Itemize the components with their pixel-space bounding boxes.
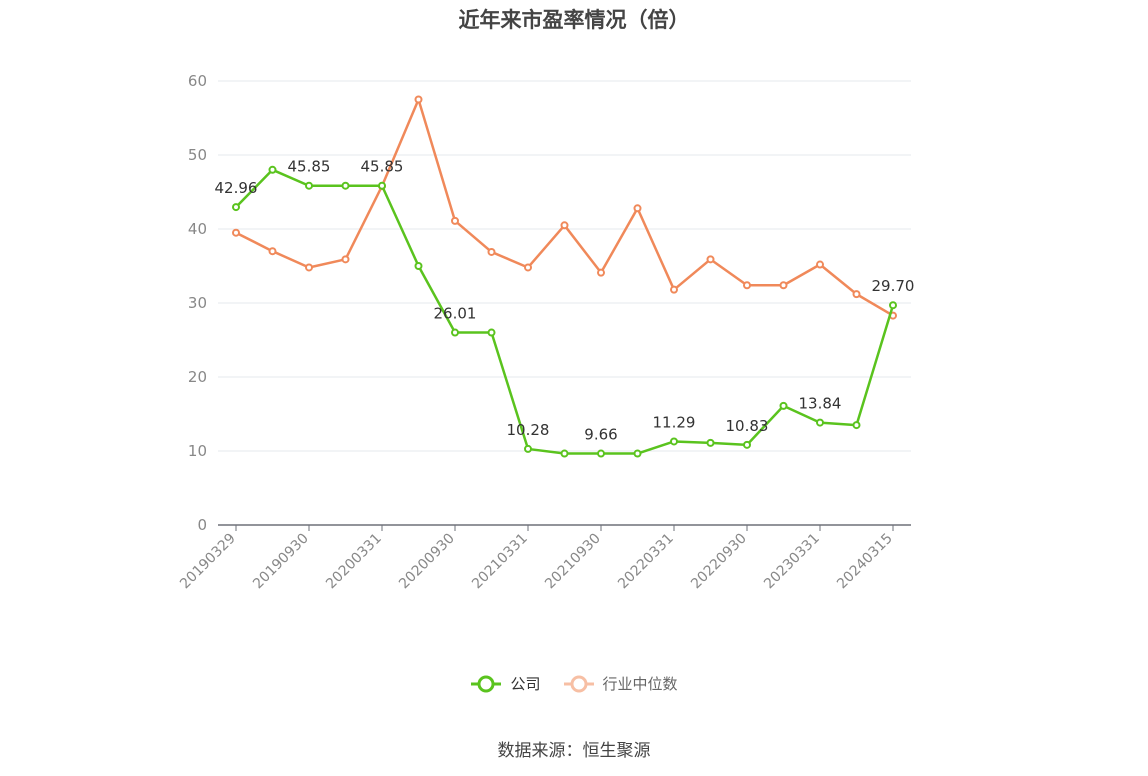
industry-data-point [341, 255, 350, 264]
company-data-label: 9.66 [584, 426, 617, 444]
company-data-point [743, 440, 751, 449]
company-data-point [889, 301, 897, 310]
x-tick-label: 20190329 [177, 531, 239, 593]
industry-data-point [597, 268, 605, 277]
company-data-point [852, 421, 861, 430]
company-data-point [305, 181, 313, 190]
x-tick-label: 20210930 [542, 531, 604, 593]
company-data-point [779, 401, 788, 410]
industry-data-point [305, 263, 313, 272]
industry-data-point [524, 263, 532, 272]
company-data-label: 26.01 [434, 305, 477, 323]
company-series-line [235, 168, 895, 455]
company-data-label: 45.85 [361, 158, 404, 176]
company-data-point [378, 181, 386, 190]
company-data-label: 11.29 [653, 413, 696, 431]
legend-item-company[interactable]: 公司 [470, 673, 541, 694]
industry-data-point [743, 281, 751, 290]
industry-data-point [852, 290, 861, 299]
industry-data-point [232, 228, 240, 237]
company-data-label: 13.84 [799, 395, 842, 413]
x-tick-label: 20230331 [761, 531, 823, 593]
y-tick-label: 50 [188, 146, 207, 164]
industry-data-point [268, 247, 277, 256]
industry-data-point [706, 255, 715, 264]
industry-data-point [487, 247, 496, 256]
y-tick-label: 10 [188, 442, 207, 460]
company-data-label: 45.85 [288, 158, 331, 176]
legend-industry-label: 行业中位数 [602, 675, 678, 693]
company-data-label: 10.83 [726, 417, 769, 435]
company-data-point [816, 418, 824, 427]
data-source: 数据来源：恒生聚源 [497, 741, 651, 761]
company-data-point [451, 328, 459, 337]
x-tick-label: 20200331 [323, 531, 385, 593]
company-data-point [341, 181, 350, 190]
company-data-point [706, 438, 715, 447]
legend-company-label: 公司 [510, 675, 541, 693]
industry-data-point [779, 281, 788, 290]
y-tick-label: 30 [188, 294, 207, 312]
company-data-point [633, 449, 642, 458]
y-tick-label: 40 [188, 220, 207, 238]
legend-industry-swatch-icon [563, 675, 594, 692]
company-data-point [414, 262, 423, 270]
industry-data-point [670, 285, 678, 294]
chart-title: 近年来市盈率情况（倍） [458, 8, 690, 32]
company-data-label: 29.70 [872, 277, 915, 295]
industry-data-point [816, 260, 824, 269]
x-tick-label: 20190930 [250, 531, 312, 593]
company-data-label: 42.96 [215, 179, 258, 197]
legend-company-swatch-icon [471, 675, 502, 692]
company-data-point [670, 437, 678, 446]
legend-item-industry-median[interactable]: 行业中位数 [563, 673, 678, 694]
company-data-point [597, 449, 605, 458]
company-data-label: 10.28 [507, 421, 550, 439]
y-tick-label: 60 [188, 72, 207, 90]
industry-data-point [414, 95, 423, 104]
legend: 公司 行业中位数 [0, 673, 1148, 694]
x-tick-label: 20240315 [834, 531, 896, 593]
x-tick-label: 20220930 [688, 531, 750, 593]
industry-series-line [235, 98, 894, 317]
x-tick-label: 20210331 [469, 531, 531, 593]
y-tick-label: 0 [197, 516, 207, 534]
company-data-point [232, 203, 240, 212]
x-tick-label: 20220331 [615, 531, 677, 593]
company-data-point [524, 444, 532, 453]
company-data-point [560, 449, 569, 458]
industry-data-point [633, 204, 642, 213]
industry-data-point [560, 221, 569, 230]
company-data-point [487, 328, 496, 337]
y-tick-label: 20 [188, 368, 207, 386]
company-data-point [268, 165, 277, 174]
industry-data-point [451, 216, 459, 225]
x-tick-label: 20200930 [396, 531, 458, 593]
